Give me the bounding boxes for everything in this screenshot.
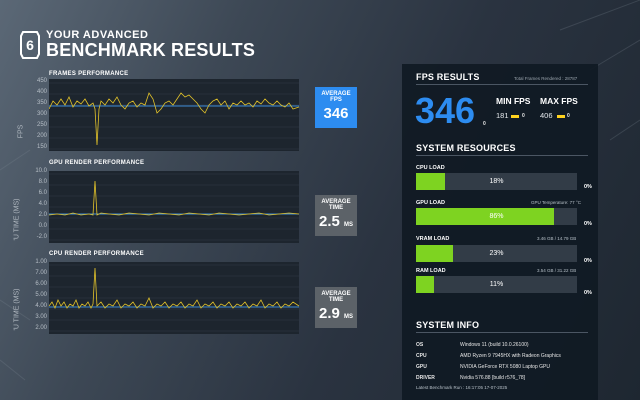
min-fps-bar (511, 115, 519, 118)
frames-tick: 200 (36, 133, 47, 139)
cpu-tick: 5.00 (35, 292, 47, 298)
vram-usage: 3.46 GB / 14.79 GB (537, 236, 577, 241)
frames-tick: 250 (36, 122, 47, 128)
gpu-tick: 6.0 (38, 190, 47, 196)
vram-load-percent: 23% (489, 250, 504, 257)
average-gpu-time-box: AVERAGE TIME 2.5 MS (315, 195, 357, 236)
gpu-graph-title: GPU RENDER PERFORMANCE (49, 160, 145, 166)
frames-graph-panel[interactable] (49, 79, 299, 151)
gpu-load-label: GPU LOAD (416, 200, 446, 206)
cpu-y-axis-label: 'U TIME (MS) (13, 288, 21, 331)
average-fps-label: AVERAGE FPS (321, 91, 351, 103)
cpu-key: CPU (416, 353, 427, 359)
gpu-value: NVIDIA GeForce RTX 5080 Laptop GPU (460, 364, 550, 370)
cpu-load-bar: 18% (416, 173, 577, 190)
cpu-graph-panel[interactable] (49, 262, 299, 334)
cpu-load-fill (416, 173, 445, 190)
gpu-tick: 2.0 (38, 212, 47, 218)
frames-trace (49, 92, 299, 146)
frames-tick: 450 (36, 78, 47, 84)
cpu-tick: 7.00 (35, 270, 47, 276)
divider (416, 155, 588, 156)
ram-load-label: RAM LOAD (416, 268, 446, 274)
cpu-trace (49, 267, 299, 309)
header-subtitle: YOUR ADVANCED (46, 29, 149, 41)
cpu-load-percent: 18% (489, 178, 504, 185)
cpu-load-label: CPU LOAD (416, 165, 445, 171)
latest-benchmark-run: Latest Benchmark Run : 16:17:05 17-07-20… (416, 385, 508, 390)
frames-tick: 300 (36, 111, 47, 117)
page-title: BENCHMARK RESULTS (46, 40, 256, 60)
max-fps-zero-tag: 0 (567, 113, 570, 119)
cpu-graph-title: CPU RENDER PERFORMANCE (49, 251, 144, 257)
gpu-load-zero: 0% (584, 221, 592, 227)
os-value: Windows 11 (build 10.0.26100) (460, 342, 529, 348)
average-fps-value: 346 (323, 105, 349, 122)
frames-tick: 150 (36, 144, 47, 150)
cpu-tick: 6.00 (35, 281, 47, 287)
average-gpu-time-unit: MS (344, 222, 354, 228)
cpu-tick: 3.00 (35, 314, 47, 320)
cpu-tick: 4.00 (35, 303, 47, 309)
cpu-tick: 2.00 (35, 325, 47, 331)
cpu-load-zero: 0% (584, 184, 592, 190)
max-fps-label: MAX FPS (540, 96, 578, 106)
fps-zero-tag: 0 (483, 121, 486, 127)
average-gpu-time-value: 2.5 (318, 213, 340, 230)
gpu-tick: 4.0 (38, 201, 47, 207)
fps-results-title: FPS RESULTS (416, 72, 480, 82)
vram-load-fill (416, 245, 454, 262)
cpu-value: AMD Ryzen 9 7945HX with Radeon Graphics (460, 353, 561, 359)
gpu-graph-panel[interactable] (49, 171, 299, 243)
gpu-tick: 0.0 (38, 223, 47, 229)
vram-load-bar: 23% (416, 245, 577, 262)
divider (416, 84, 588, 85)
min-fps-label: MIN FPS (496, 96, 531, 106)
gpu-trace (49, 180, 299, 216)
vram-load-label: VRAM LOAD (416, 236, 450, 242)
logo-number: 6 (26, 37, 34, 53)
gpu-temperature: GPU Temperature: 77 °C (531, 200, 581, 205)
ram-load-percent: 11% (489, 281, 504, 288)
gpu-tick: 10.0 (35, 168, 47, 174)
cpu-tick: 1.00 (35, 259, 47, 265)
frames-tick: 350 (36, 100, 47, 106)
os-key: OS (416, 342, 424, 348)
system-info-title: SYSTEM INFO (416, 320, 480, 330)
min-fps-value: 181 (496, 111, 509, 120)
max-fps-value: 406 (540, 111, 553, 120)
rainbow-six-logo: 6 (20, 31, 40, 59)
gpu-load-percent: 86% (489, 213, 504, 220)
gpu-key: GPU (416, 364, 427, 370)
average-cpu-time-label: AVERAGE TIME (321, 291, 351, 303)
driver-value: Nvidia 576.88 [build r576_78] (460, 375, 526, 381)
frames-tick: 400 (36, 89, 47, 95)
gpu-y-axis-label: 'U TIME (MS) (13, 198, 21, 241)
gpu-tick: 8.0 (38, 179, 47, 185)
average-gpu-time-label: AVERAGE TIME (321, 199, 351, 211)
average-cpu-time-value: 2.9 (318, 305, 340, 322)
frames-y-axis-label: FPS (17, 124, 25, 139)
system-resources-title: SYSTEM RESOURCES (416, 143, 516, 153)
frames-graph-title: FRAMES PERFORMANCE (49, 71, 129, 77)
gpu-load-fill (416, 208, 555, 225)
divider (416, 332, 588, 333)
average-cpu-time-unit: MS (344, 314, 354, 320)
gpu-load-bar: 86% (416, 208, 577, 225)
results-panel (402, 64, 598, 400)
ram-usage: 3.54 GB / 31.22 GB (537, 268, 577, 273)
min-fps-zero-tag: 0 (522, 113, 525, 119)
driver-key: DRIVER (416, 375, 435, 381)
ram-load-bar: 11% (416, 276, 577, 293)
total-frames-rendered: Total Frames Rendered : 28787 (514, 76, 578, 81)
fps-average-big: 346 (415, 90, 476, 131)
gpu-tick: -2.0 (36, 234, 47, 240)
average-fps-box: AVERAGE FPS 346 (315, 87, 357, 128)
max-fps-bar (557, 115, 565, 118)
average-cpu-time-box: AVERAGE TIME 2.9 MS (315, 287, 357, 328)
vram-load-zero: 0% (584, 258, 592, 264)
ram-load-fill (416, 276, 434, 293)
ram-load-zero: 0% (584, 290, 592, 296)
